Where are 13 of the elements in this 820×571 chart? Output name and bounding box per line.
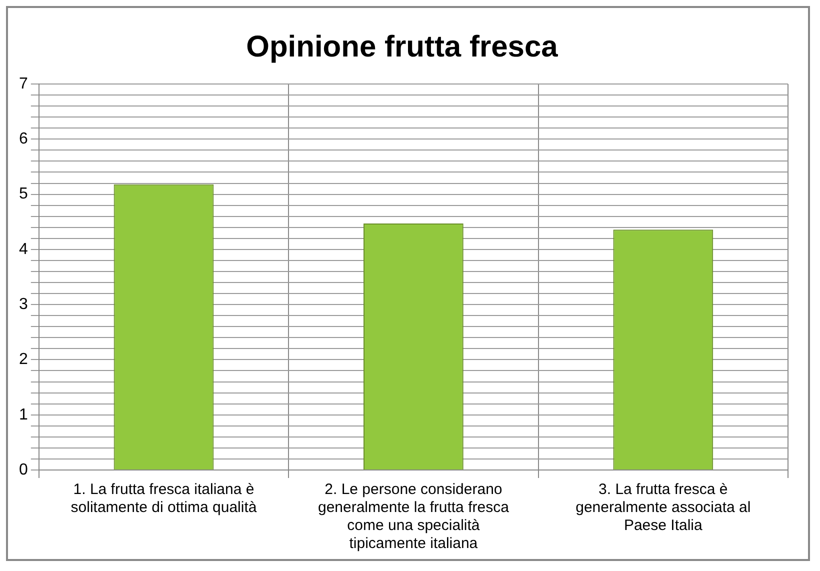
x-tick-label: 2. Le persone considerano generalmente la frutta fresca come una specialità tipicamente italiana [318,481,510,552]
y-tick-label: 4 [18,240,28,258]
chart-title: Opinione frutta fresca [246,30,558,64]
y-tick-label: 5 [18,186,28,203]
x-tick-label: 1. La frutta fresca italiana è solitamente di ottima qualità [70,481,258,516]
y-tick-label: 2 [18,351,28,368]
x-tick-label: 3. La frutta fresca è generalmente associata al Paese Italia [576,481,751,534]
y-tick-label: 1 [18,406,28,424]
y-tick-label: 7 [18,75,28,92]
chart-frame: Opinione frutta fresca 1. La frutta fresca italiana è solitamente di ottima qualità 2. Le persone considerano generalmente la frutta fresca come una specialità tipicamente italiana 3. La frutta fresca è generalmente associata al Paese Italia 0 1 2 3 4 5 6 7 [6,6,810,561]
y-tick-label: 6 [18,130,28,148]
y-tick-label: 0 [18,461,28,478]
y-tick-label: 3 [18,296,28,313]
